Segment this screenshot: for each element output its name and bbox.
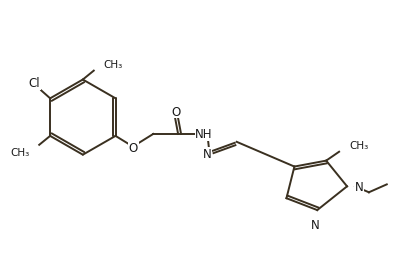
Text: O: O <box>171 105 181 118</box>
Text: CH₃: CH₃ <box>104 59 123 69</box>
Text: N: N <box>355 180 364 193</box>
Text: CH₃: CH₃ <box>349 140 368 150</box>
Text: N: N <box>202 148 211 161</box>
Text: CH₃: CH₃ <box>10 147 29 157</box>
Text: N: N <box>311 218 320 231</box>
Text: Cl: Cl <box>28 77 40 90</box>
Text: NH: NH <box>195 128 213 141</box>
Text: O: O <box>129 142 138 155</box>
